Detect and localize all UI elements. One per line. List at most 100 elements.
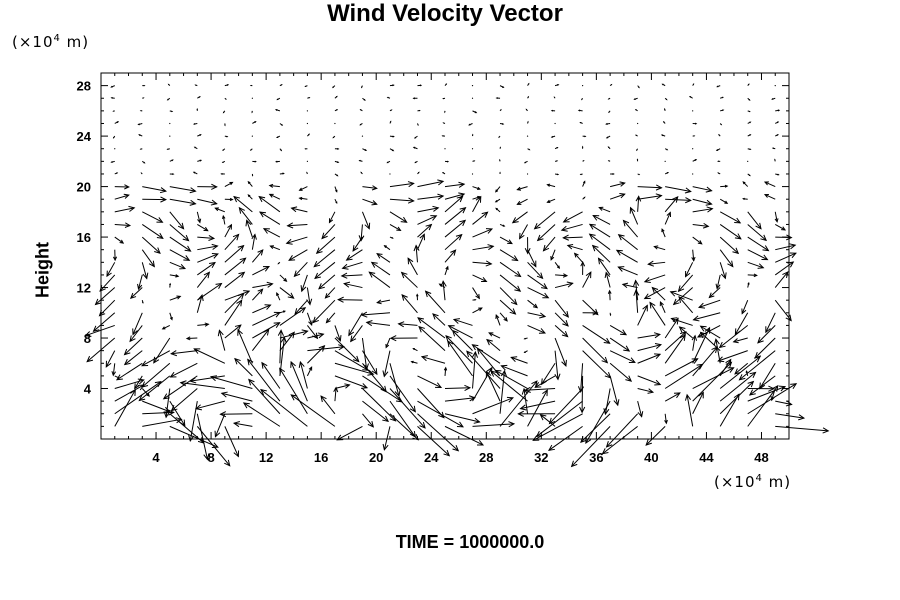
wind-vector (194, 84, 198, 87)
wind-vector (471, 85, 474, 87)
wind-vector (692, 110, 694, 112)
wind-vector (747, 224, 768, 242)
wind-vector (747, 160, 749, 162)
wind-vector (139, 148, 143, 150)
x-tick-label: 40 (644, 450, 658, 465)
wind-vector (389, 181, 415, 188)
wind-vector (314, 261, 336, 280)
wind-vector (519, 400, 556, 411)
wind-vector (747, 281, 750, 288)
wind-vector (320, 395, 336, 415)
wind-vector (362, 413, 375, 428)
wind-vector (442, 171, 446, 175)
time-annotation: TIME = 1000000.0 (395, 532, 545, 552)
wind-vector (691, 334, 698, 351)
wind-vector (325, 312, 336, 324)
wind-vector (692, 367, 735, 389)
wind-vector (500, 364, 528, 377)
wind-vector (672, 287, 694, 306)
wind-vector (360, 171, 363, 175)
wind-vector (279, 310, 286, 314)
wind-vector (209, 375, 253, 389)
wind-vector (643, 274, 666, 283)
wind-vector (262, 228, 281, 238)
wind-vector (582, 196, 586, 200)
wind-vector (304, 148, 308, 150)
wind-vector (389, 375, 416, 413)
wind-vector (581, 145, 584, 149)
wind-vector (444, 181, 466, 188)
wind-vector (495, 207, 501, 213)
wind-vector (222, 110, 226, 114)
wind-vector (763, 181, 776, 188)
wind-vector (251, 249, 264, 263)
wind-vector (499, 299, 517, 315)
wind-vector (361, 337, 369, 371)
wind-vector (562, 234, 583, 241)
wind-vector (362, 400, 390, 423)
wind-vector (279, 329, 309, 339)
wind-vector (605, 413, 639, 448)
wind-vector (233, 195, 253, 213)
wind-vector (412, 348, 418, 352)
wind-vector (747, 385, 775, 392)
wind-vector (389, 197, 415, 204)
wind-vector (451, 329, 473, 352)
wind-vector (554, 312, 569, 327)
wind-vector (582, 160, 585, 162)
wind-vector (609, 312, 612, 317)
wind-vector (196, 271, 211, 288)
wind-vector (444, 206, 467, 225)
wind-vector (141, 236, 161, 254)
wind-vector (197, 253, 219, 263)
wind-vector (251, 233, 257, 250)
y-unit-prefix: (×10 (12, 33, 54, 51)
wind-vector (275, 160, 280, 163)
wind-vector (141, 262, 149, 280)
wind-vector (536, 224, 556, 242)
wind-vector (252, 266, 270, 276)
wind-vector (114, 184, 130, 190)
wind-vector (179, 380, 225, 390)
wind-vector (332, 85, 336, 89)
y-unit-exponent: 4 (53, 33, 61, 44)
wind-vector (637, 388, 655, 394)
wind-vector (499, 249, 519, 262)
wind-vector (499, 85, 505, 88)
wind-vector (332, 135, 336, 139)
wind-vector (499, 312, 508, 322)
wind-vector (747, 385, 787, 402)
wind-vector (420, 355, 446, 364)
wind-vector (417, 123, 419, 127)
wind-vector (313, 249, 336, 268)
wind-vector (222, 148, 226, 152)
wind-vector (471, 148, 474, 150)
wind-vector (747, 83, 750, 86)
y-tick-label: 8 (84, 331, 91, 346)
wind-vector (169, 186, 197, 194)
wind-vector (691, 249, 696, 262)
wind-vector (414, 135, 418, 139)
wind-vector (692, 391, 704, 414)
wind-vector (719, 358, 732, 377)
wind-vector (720, 184, 729, 188)
wind-vector (775, 425, 830, 434)
wind-vector (550, 135, 556, 138)
wind-vector (775, 121, 780, 124)
wind-vector (524, 237, 531, 255)
wind-vector (774, 224, 787, 231)
x-unit-prefix: (×10 (714, 473, 756, 491)
wind-vector (370, 261, 391, 276)
wind-vector (142, 224, 164, 239)
wind-vector (318, 274, 336, 290)
wind-vector (582, 271, 592, 288)
wind-vector (472, 228, 494, 238)
wind-vector (358, 159, 363, 162)
wind-vector (389, 173, 391, 175)
wind-vector (444, 192, 466, 200)
wind-vector (719, 249, 734, 268)
wind-vector (747, 110, 751, 113)
wind-vector (279, 287, 295, 299)
wind-vector (555, 273, 569, 278)
wind-vector (123, 350, 143, 366)
